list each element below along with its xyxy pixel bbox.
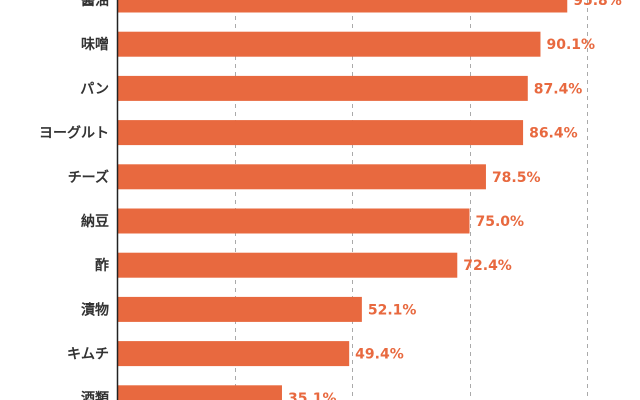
bars bbox=[117, 0, 568, 400]
bar-4 bbox=[117, 164, 486, 190]
value-label-7: 52.1% bbox=[368, 302, 417, 318]
bar-6 bbox=[117, 252, 458, 278]
bar-7 bbox=[117, 296, 362, 322]
bar-3 bbox=[117, 120, 524, 146]
bar-1 bbox=[117, 31, 541, 57]
value-label-5: 75.0% bbox=[476, 214, 525, 230]
value-label-8: 49.4% bbox=[355, 347, 404, 363]
category-label-2: パン bbox=[80, 81, 109, 97]
value-label-3: 86.4% bbox=[529, 126, 578, 142]
category-label-6: 酢 bbox=[95, 257, 109, 274]
category-label-9: 酒類 bbox=[81, 391, 110, 400]
value-label-4: 78.5% bbox=[492, 170, 541, 186]
category-label-7: 漬物 bbox=[81, 301, 109, 318]
value-label-2: 87.4% bbox=[534, 81, 583, 97]
bar-2 bbox=[117, 75, 528, 101]
category-label-5: 納豆 bbox=[81, 213, 109, 230]
gridlines bbox=[235, 0, 588, 400]
value-label-9: 35.1% bbox=[288, 391, 337, 400]
category-label-8: キムチ bbox=[67, 347, 109, 363]
value-labels: 95.8% 90.1% 87.4% 86.4% 78.5% 75.0% 72.4% 52.1%… bbox=[288, 0, 622, 400]
bar-9 bbox=[117, 385, 282, 400]
value-label-1: 90.1% bbox=[546, 37, 595, 53]
bar-5 bbox=[117, 208, 470, 234]
category-label-0: 醤油 bbox=[81, 0, 109, 9]
category-label-3: ヨーグルト bbox=[39, 125, 109, 142]
value-label-6: 72.4% bbox=[463, 258, 512, 274]
value-label-0: 95.8% bbox=[573, 0, 622, 9]
bar-0 bbox=[117, 0, 568, 13]
category-label-1: 味噌 bbox=[81, 36, 109, 53]
bar-8 bbox=[117, 341, 350, 367]
category-label-4: チーズ bbox=[68, 169, 109, 186]
